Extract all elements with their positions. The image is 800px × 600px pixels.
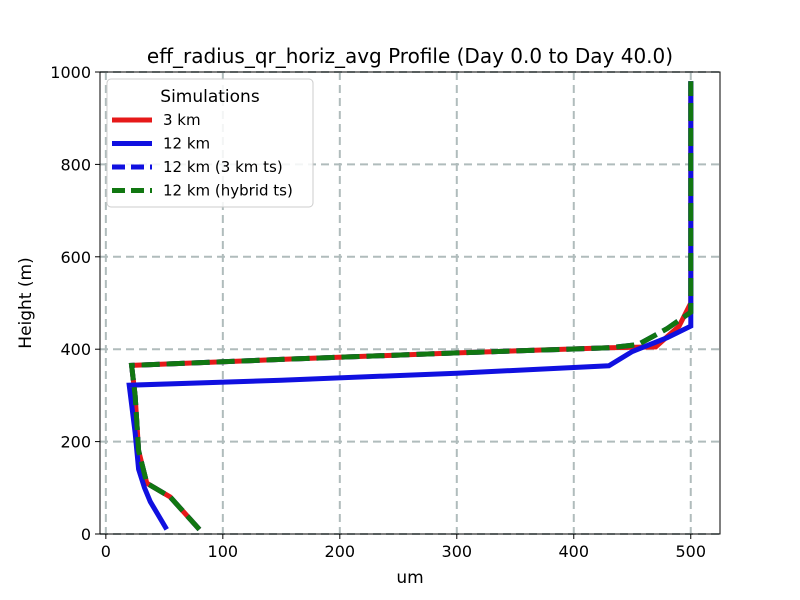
legend-label-12-km: 12 km [163, 135, 210, 153]
series-line-12-km-hybrid-ts [128, 81, 694, 532]
x-tick-label: 0 [101, 542, 111, 561]
y-tick-label: 0 [81, 525, 91, 544]
x-tick-label: 200 [325, 542, 356, 561]
grid [100, 71, 720, 535]
legend-label-12-km-hybrid-ts: 12 km (hybrid ts) [163, 182, 293, 200]
legend-entries: 3 km 12 km 12 km (3 km ts) 12 km (hybrid ts… [112, 111, 293, 200]
chart-title: eff_radius_qr_horiz_avg Profile (Day 0.0… [147, 44, 673, 68]
x-tick-label: 300 [442, 542, 473, 561]
y-axis-ticks: 0 200 400 600 800 1000 [50, 63, 100, 544]
legend: Simulations 3 km 12 km 12 km (3 km ts) 12 k… [106, 78, 314, 208]
x-axis-ticks: 0 100 200 300 400 500 [101, 534, 706, 561]
y-axis-label: Height (m) [16, 257, 36, 348]
y-tick-label: 200 [60, 433, 91, 452]
legend-label-3-km: 3 km [163, 111, 201, 129]
x-tick-label: 100 [208, 542, 239, 561]
y-tick-label: 1000 [50, 63, 91, 82]
x-tick-label: 400 [559, 542, 590, 561]
series-lines [126, 81, 694, 532]
legend-box [106, 78, 314, 208]
x-tick-label: 500 [675, 542, 706, 561]
y-tick-label: 400 [60, 340, 91, 359]
y-tick-label: 600 [60, 248, 91, 267]
plot-frame [99, 71, 721, 535]
y-tick-label: 800 [60, 155, 91, 174]
x-axis-label: um [396, 568, 423, 588]
legend-label-12-km-3-km-ts: 12 km (3 km ts) [163, 158, 283, 176]
legend-title: Simulations [160, 87, 260, 107]
